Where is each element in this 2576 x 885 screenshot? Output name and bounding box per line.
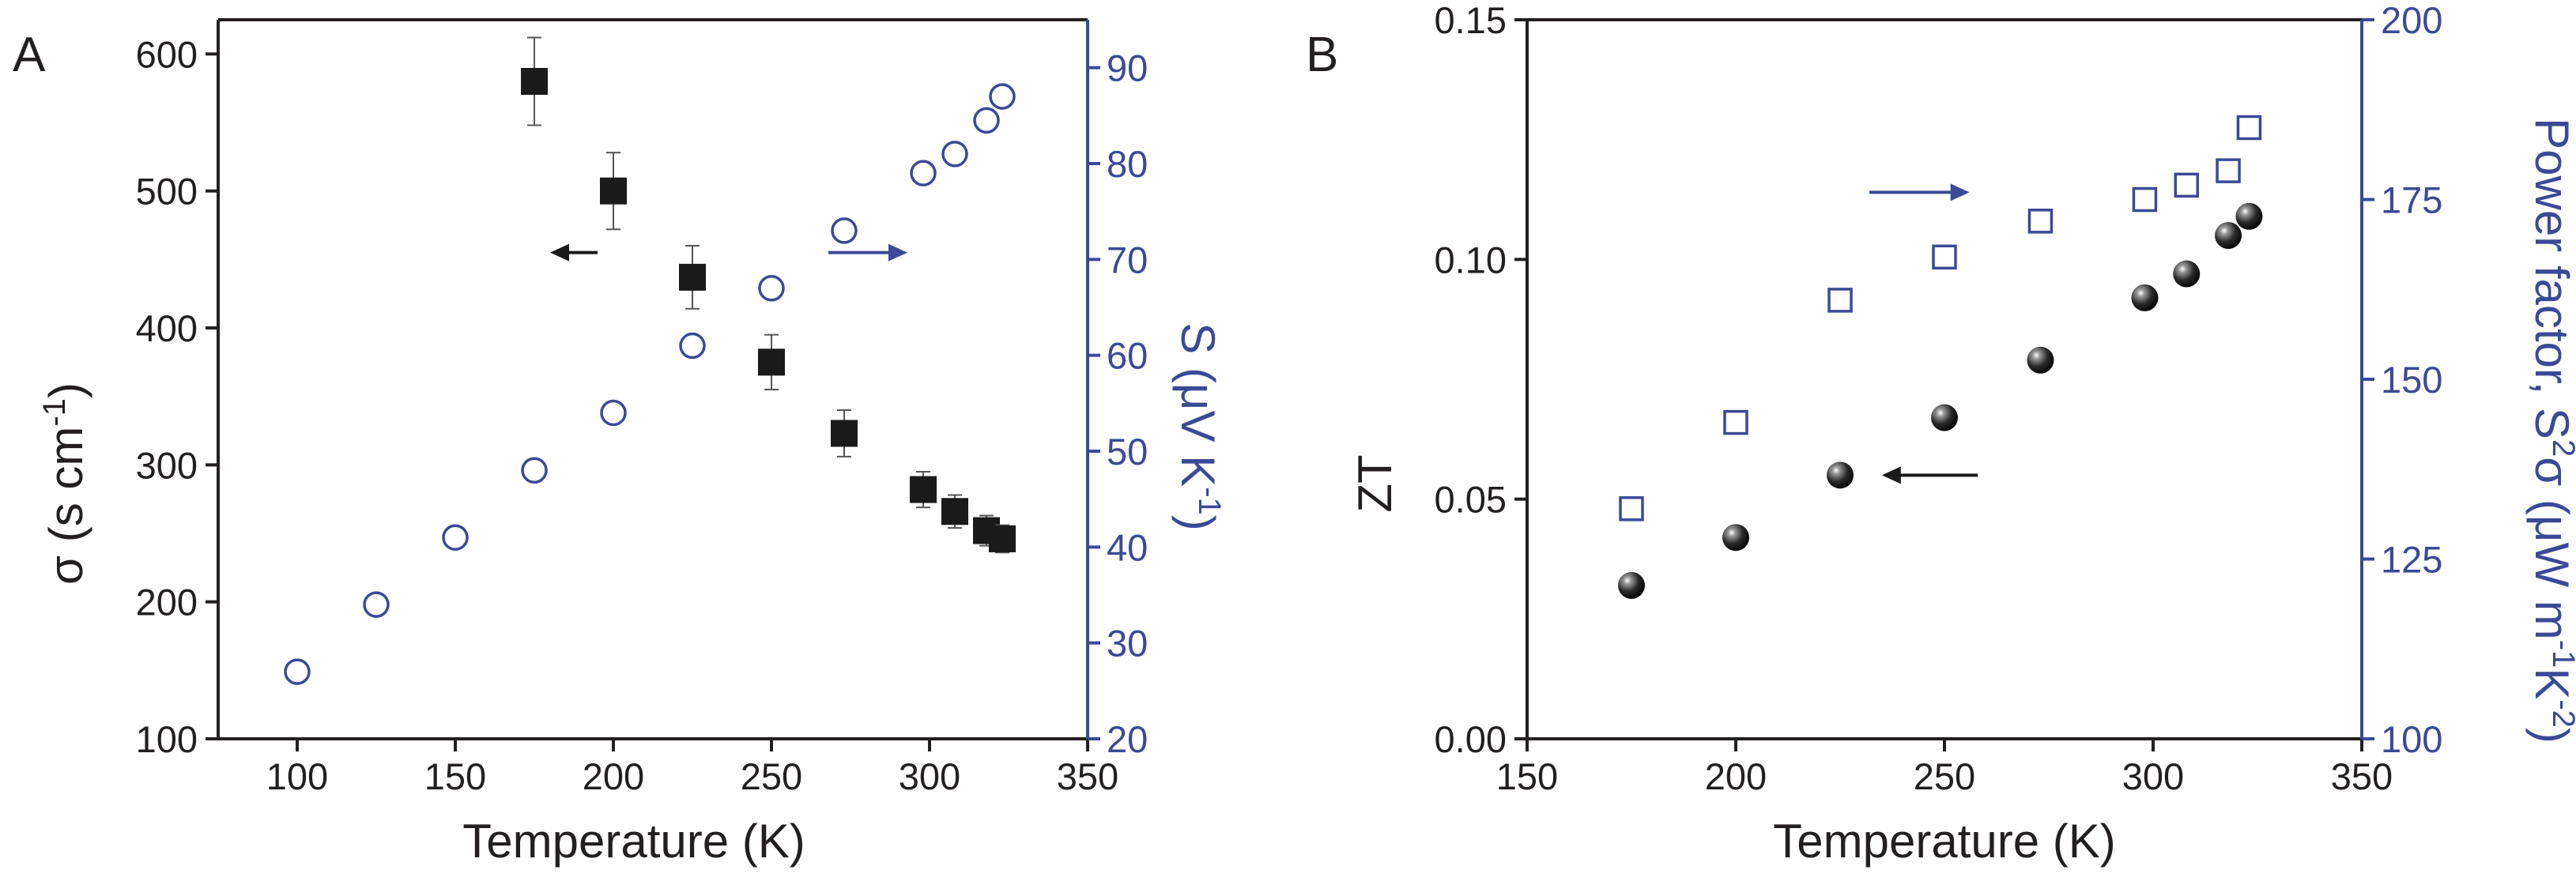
panel-a-right-tick-label: 80 bbox=[1107, 143, 1148, 185]
panel-a-left-axis-title: σ (s cm-1) bbox=[37, 382, 92, 585]
panel-a-sigma-point bbox=[758, 348, 785, 376]
panel-b-right-tick-label: 150 bbox=[2381, 359, 2442, 401]
panel-b-zt-point bbox=[1931, 404, 1958, 431]
panel-a-right-tick-label: 90 bbox=[1107, 47, 1148, 89]
panel-a-seebeck-point bbox=[442, 524, 469, 551]
panel-a-right-tick-label: 60 bbox=[1107, 335, 1148, 377]
panel-b-left-tick-label: 0.10 bbox=[1435, 239, 1507, 281]
panel-b-power-factor-point bbox=[1619, 496, 1644, 522]
panel-a-seebeck-point bbox=[679, 332, 706, 360]
panel-b-x-tick-label: 200 bbox=[1705, 755, 1767, 797]
panel-a-seebeck-point bbox=[600, 399, 627, 427]
panel-b-zt-point bbox=[1618, 571, 1645, 599]
panel-b-ticks: 150 200 250 300 350 0.00 0.05 0.10 0.15 100 125 150… bbox=[1435, 0, 2443, 797]
panel-a-right-axis-arrow bbox=[828, 243, 907, 262]
panel-a: A 100 150 200 250 300 350 100 200 300 400 500 600 20… bbox=[13, 18, 1227, 868]
panel-b-right-axis-arrow bbox=[1869, 183, 1970, 201]
panel-b-left-tick-label: 0.00 bbox=[1435, 718, 1507, 760]
panel-b-x-tick-label: 350 bbox=[2331, 755, 2393, 797]
panel-a-right-tick-label: 50 bbox=[1107, 431, 1148, 473]
panel-b-letter: B bbox=[1306, 28, 1338, 82]
panel-b-zt-point bbox=[2131, 284, 2159, 311]
panel-a-sigma-point bbox=[910, 476, 937, 503]
panel-b-left-tick-label: 0.05 bbox=[1435, 479, 1507, 521]
panel-a-sigma-point bbox=[831, 420, 858, 447]
panel-a-left-tick-label: 300 bbox=[136, 444, 198, 486]
panel-b-series bbox=[1618, 115, 2263, 599]
panel-b-x-tick-label: 150 bbox=[1496, 755, 1558, 797]
panel-a-seebeck-point bbox=[973, 107, 1000, 134]
panel-b-power-factor-point bbox=[2027, 209, 2054, 234]
panel-a-sigma-point bbox=[941, 498, 968, 525]
panel-a-seebeck-point bbox=[363, 591, 390, 618]
panel-a-sigma-point bbox=[600, 177, 627, 205]
panel-a-x-tick-label: 300 bbox=[899, 755, 960, 797]
panel-b-x-tick-label: 250 bbox=[1914, 755, 1975, 797]
panel-b-right-tick-label: 175 bbox=[2381, 179, 2442, 221]
panel-a-seebeck-point bbox=[758, 274, 785, 302]
panel-b-left-tick-label: 0.15 bbox=[1435, 0, 1507, 41]
panel-a-sigma-point bbox=[679, 263, 706, 291]
panel-b-power-factor-point bbox=[1932, 244, 1957, 270]
panel-b-axes bbox=[1526, 18, 2363, 740]
panel-a-seebeck-point bbox=[521, 457, 548, 484]
panel-b: B 150 200 250 300 3500.000.050.100.151001251… bbox=[1306, 0, 2576, 868]
panel-a-sigma-point bbox=[521, 68, 548, 95]
panel-a-left-tick-label: 500 bbox=[136, 171, 198, 213]
panel-b-right-tick-label: 200 bbox=[2381, 0, 2442, 41]
panel-a-right-tick-label: 30 bbox=[1107, 623, 1148, 665]
panel-b-zt-point bbox=[2215, 222, 2242, 249]
panel-b-arrows bbox=[1869, 183, 1978, 484]
panel-a-letter: A bbox=[13, 28, 46, 82]
panel-a-x-tick-label: 200 bbox=[583, 755, 644, 797]
panel-a-ticks: 100 150 200 250 300 350 100 200 300 400 500 600 20 30… bbox=[136, 33, 1148, 797]
panel-b-left-axis-title: ZT bbox=[1348, 454, 1401, 512]
panel-a-seebeck-point bbox=[989, 83, 1016, 110]
panel-b-power-factor-point bbox=[1723, 409, 1748, 435]
panel-b-right-tick-label: 100 bbox=[2381, 718, 2442, 760]
panel-b-zt-point bbox=[1827, 461, 1854, 489]
panel-a-axes bbox=[217, 18, 1089, 740]
panel-a-seebeck-point bbox=[910, 160, 937, 186]
panel-a-arrows bbox=[550, 243, 907, 262]
panel-a-left-tick-label: 600 bbox=[136, 33, 198, 75]
panel-a-sigma-point bbox=[989, 525, 1016, 552]
panel-a-right-tick-label: 70 bbox=[1107, 239, 1148, 281]
panel-a-seebeck-point bbox=[941, 141, 968, 168]
panel-b-power-factor-point bbox=[2174, 172, 2199, 198]
panel-a-left-tick-label: 100 bbox=[136, 718, 198, 760]
panel-b-right-axis-title: Power factor, S2σ (μW m-1K-2) bbox=[2525, 118, 2576, 744]
panel-b-x-tick-label: 300 bbox=[2122, 755, 2184, 797]
panel-b-power-factor-point bbox=[1827, 288, 1853, 313]
panel-a-x-tick-label: 150 bbox=[424, 755, 486, 797]
panel-b-x-axis-title: Temperature (K) bbox=[1773, 815, 2115, 868]
panel-a-seebeck-point bbox=[284, 658, 311, 685]
panel-b-zt-point bbox=[1722, 524, 1749, 552]
panel-a-x-tick-label: 350 bbox=[1057, 755, 1118, 797]
panel-a-series bbox=[284, 36, 1016, 685]
panel-b-zt-point bbox=[2235, 202, 2263, 230]
panel-a-seebeck-point bbox=[831, 217, 858, 244]
panel-b-power-factor-point bbox=[2132, 186, 2158, 213]
panel-a-x-tick-label: 250 bbox=[741, 755, 802, 797]
panel-a-left-axis-arrow bbox=[550, 243, 598, 262]
panel-b-power-factor-point bbox=[2216, 158, 2241, 183]
panel-a-x-axis-title: Temperature (K) bbox=[462, 815, 805, 868]
panel-a-left-tick-label: 400 bbox=[136, 307, 198, 349]
panel-a-right-axis-title: S (μV K-1) bbox=[1171, 322, 1227, 531]
panel-a-left-tick-label: 200 bbox=[136, 582, 198, 623]
panel-b-zt-point bbox=[2173, 260, 2201, 288]
panel-a-right-tick-label: 40 bbox=[1107, 526, 1148, 568]
panel-b-zt-point bbox=[2027, 346, 2054, 374]
panel-a-x-tick-label: 100 bbox=[266, 755, 328, 797]
panel-b-right-tick-label: 125 bbox=[2381, 539, 2442, 581]
panel-b-power-factor-point bbox=[2236, 115, 2262, 141]
panel-a-right-tick-label: 20 bbox=[1107, 718, 1148, 760]
panel-b-left-axis-arrow bbox=[1881, 466, 1978, 484]
